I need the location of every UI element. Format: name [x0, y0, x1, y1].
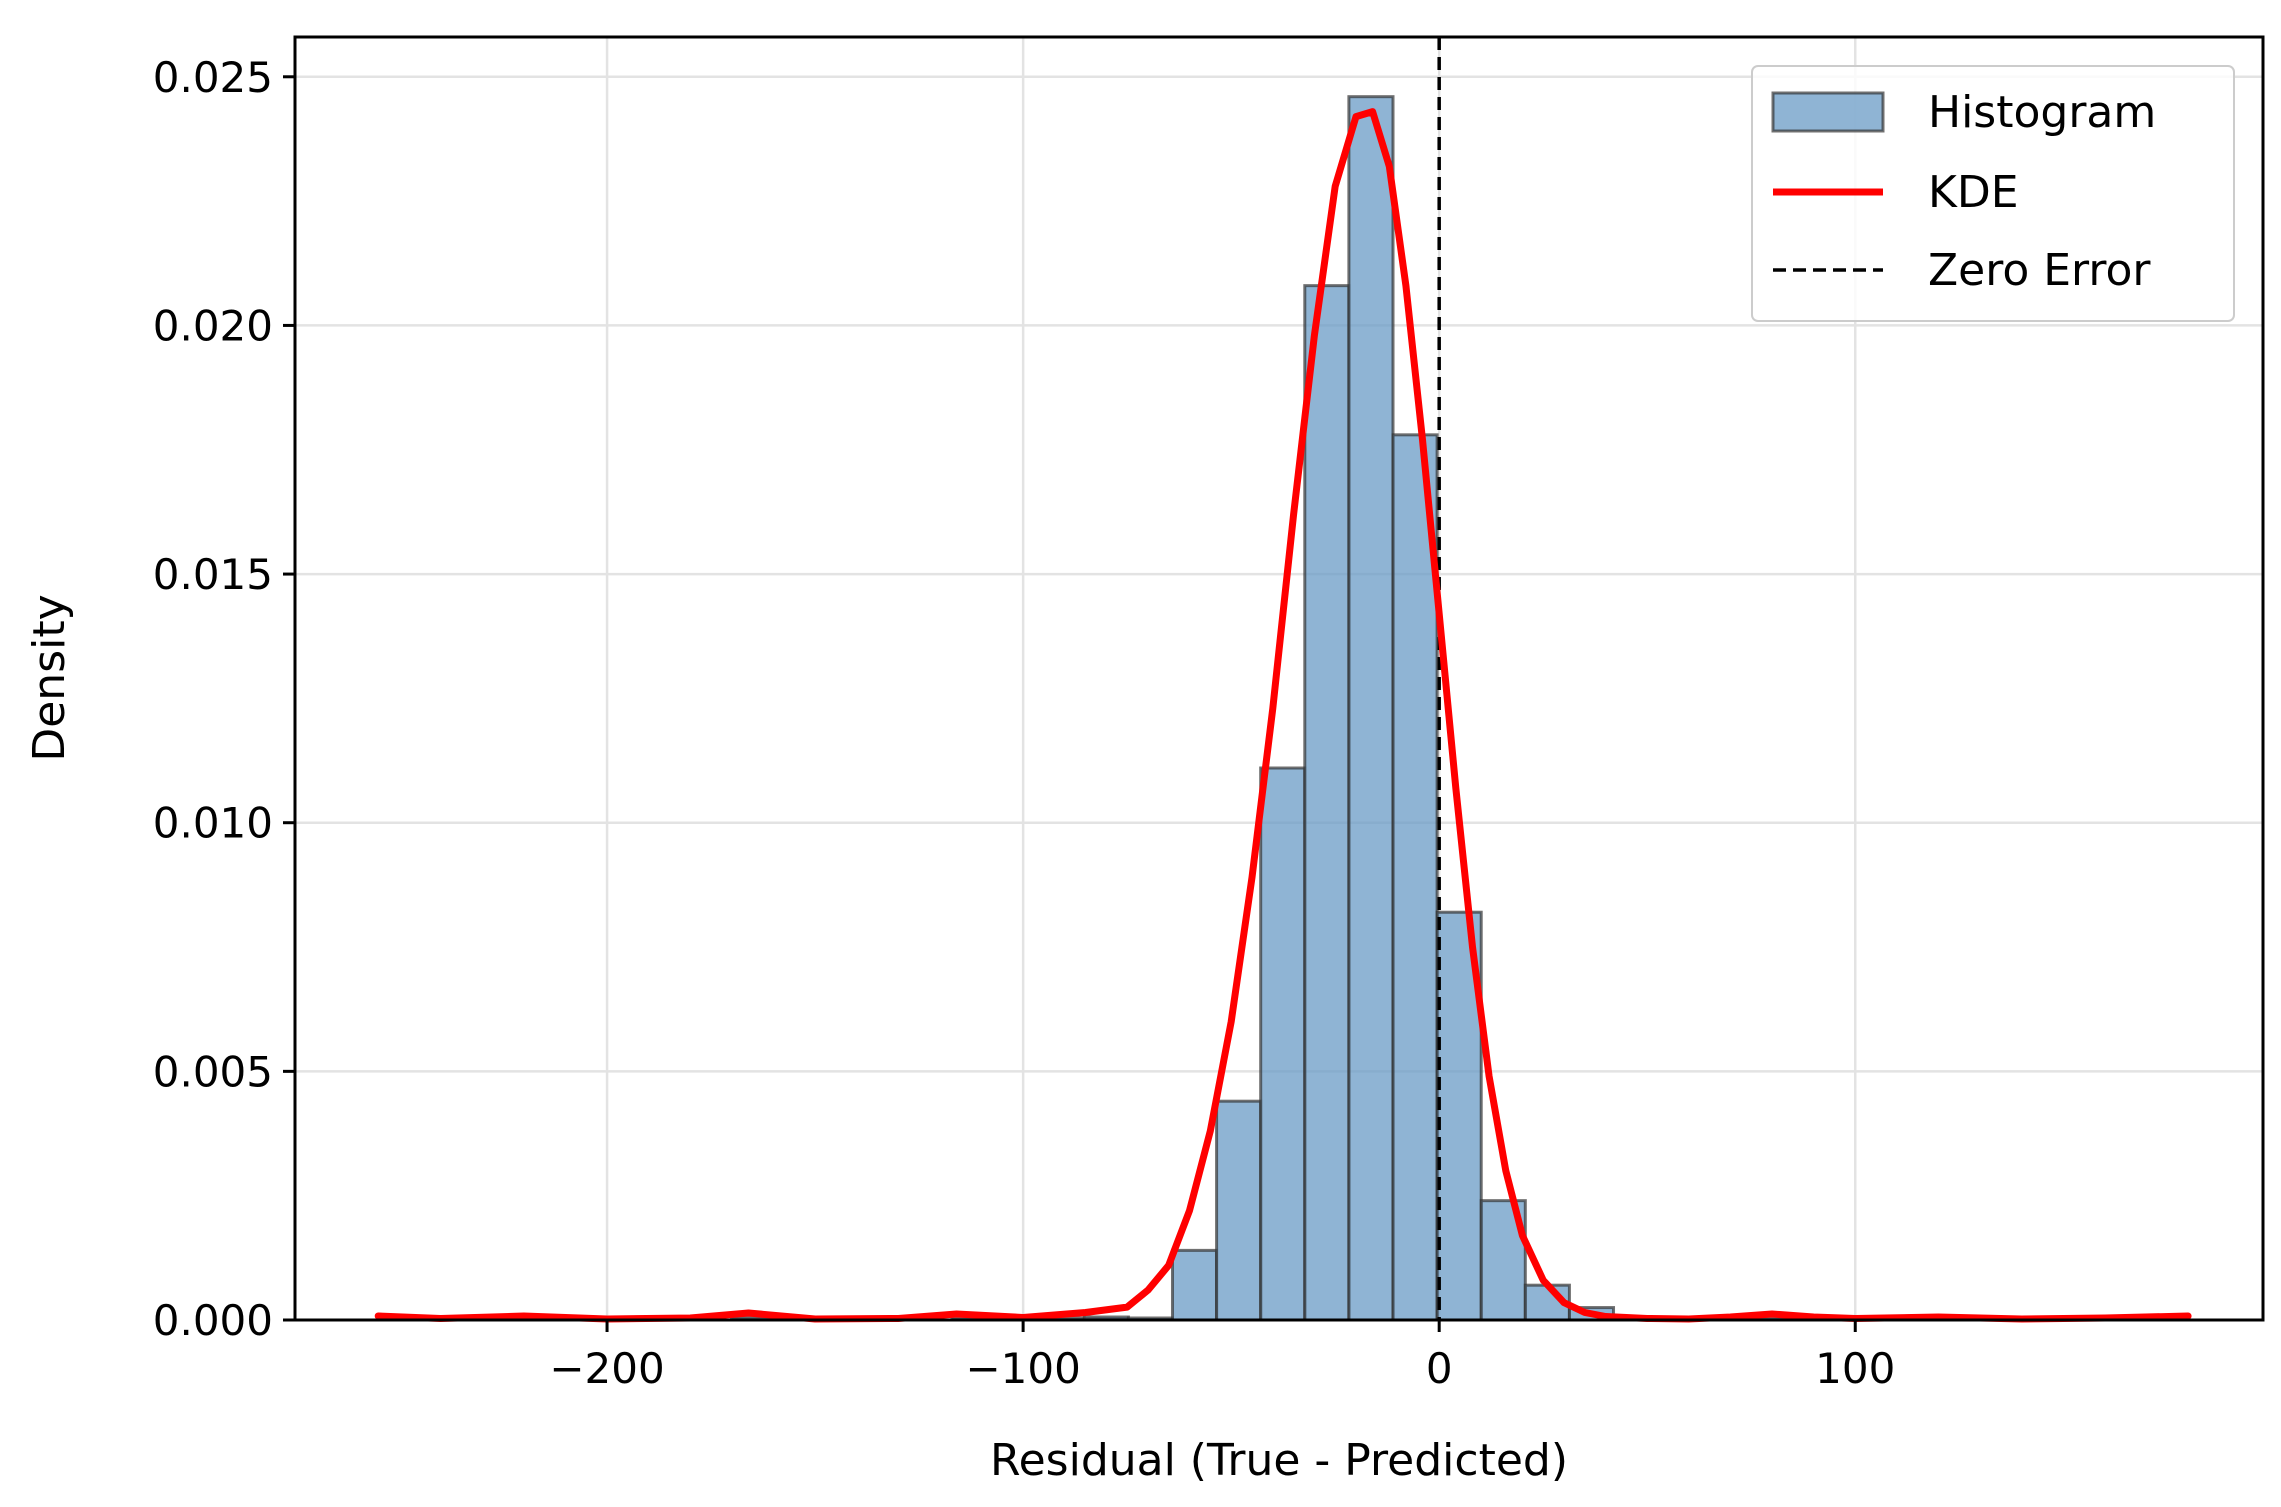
x-tick-label: −200 — [549, 1344, 664, 1393]
histogram-bar — [1215, 1099, 1263, 1322]
histogram-bar — [1303, 284, 1351, 1322]
kde-curve — [374, 108, 2192, 1323]
legend-histogram-label: Histogram — [1928, 87, 2156, 138]
histogram-bar — [1170, 1248, 1219, 1322]
x-axis-ticks: −200 −100 0 100 — [549, 1320, 1895, 1393]
y-tick-label: 0.025 — [153, 53, 273, 102]
histogram-bar — [1347, 95, 1395, 1322]
x-tick-label: −100 — [965, 1344, 1080, 1393]
legend-kde-label: KDE — [1928, 167, 2019, 218]
y-tick-label: 0.015 — [153, 550, 273, 599]
x-axis-label: Residual (True - Predicted) — [990, 1435, 1568, 1486]
y-axis-label: Density — [24, 594, 75, 761]
y-tick-label: 0.000 — [153, 1296, 273, 1345]
legend-zero-error-label: Zero Error — [1928, 245, 2151, 296]
kde-curves — [374, 108, 2192, 1323]
y-tick-label: 0.005 — [153, 1047, 273, 1096]
y-tick-label: 0.020 — [153, 301, 273, 350]
legend-histogram-swatch — [1771, 91, 1885, 133]
legend: Histogram KDE Zero Error — [1751, 65, 2235, 322]
x-tick-label: 100 — [1815, 1344, 1895, 1393]
histogram-bar — [1391, 433, 1439, 1322]
y-axis-ticks: 0.000 0.005 0.010 0.015 0.020 0.025 — [153, 53, 295, 1345]
legend-items: Histogram KDE Zero Error — [1771, 87, 2156, 296]
y-tick-label: 0.010 — [153, 799, 273, 848]
plot-frame — [293, 35, 2265, 1322]
x-tick-label: 0 — [1426, 1344, 1453, 1393]
histogram-bar — [1259, 766, 1307, 1322]
